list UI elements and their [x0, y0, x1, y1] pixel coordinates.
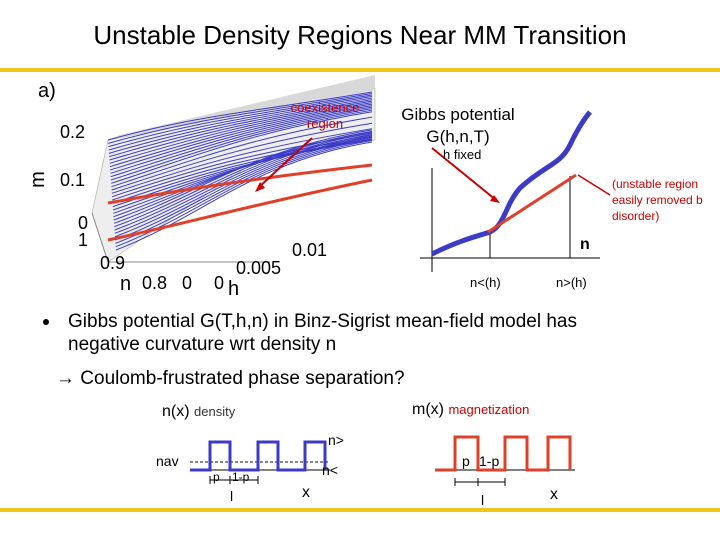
n-upper-density-label: n> — [328, 432, 344, 448]
coexistence-label-line: coexistence — [290, 100, 360, 115]
density-label-main: n(x) — [162, 403, 190, 420]
n-tick-label: 0 — [182, 273, 193, 293]
magnetization-label-sub: magnetization — [448, 402, 530, 417]
unstable-note-line: (unstable region — [612, 177, 699, 191]
m-tick-label: 0.2 — [60, 122, 86, 142]
n-axis-label: n — [120, 273, 132, 295]
x-axis-label: x — [550, 486, 558, 503]
one-minus-p-label: 1-p — [232, 470, 250, 484]
bottom-divider — [0, 508, 720, 512]
coexistence-label: coexistence region — [280, 100, 370, 132]
h-tick-label: 0 — [214, 273, 225, 293]
h-axis-label: h — [228, 278, 240, 300]
magnetization-label: m(x) magnetization — [412, 401, 529, 419]
n-tick-label: 0.9 — [100, 253, 126, 273]
panel-label: a) — [38, 80, 56, 102]
gibbs-title-line: G(h,n,T) — [426, 127, 490, 146]
unstable-note-line: easily removed b — [612, 193, 703, 207]
n-av-label: nav — [156, 453, 179, 469]
gibbs-x-axis-label: n — [580, 236, 590, 253]
n-tick-label: 0.8 — [142, 273, 168, 293]
gibbs-subtitle: h fixed — [443, 147, 482, 162]
magnetization-label-main: m(x) — [412, 401, 444, 418]
h-tick-label: 0.005 — [236, 258, 282, 278]
bullet-dot — [43, 319, 49, 325]
gibbs-plot — [420, 110, 611, 272]
unstable-note: (unstable region easily removed b disord… — [612, 176, 703, 224]
bullet-1-line: negative curvature wrt density n — [68, 334, 337, 355]
m-tick-label: 0 — [78, 213, 89, 233]
gibbs-title: Gibbs potential G(h,n,T) — [396, 104, 520, 148]
gibbs-title-line: Gibbs potential — [401, 105, 515, 124]
density-label-sub: density — [194, 404, 236, 419]
density-label: n(x) density — [162, 403, 235, 421]
h-tick-label: 0.01 — [292, 240, 328, 260]
p-label: p — [213, 470, 220, 484]
x-axis-label: x — [302, 484, 310, 501]
unstable-note-line: disorder) — [612, 209, 660, 223]
m-tick-label: 0.1 — [60, 170, 86, 190]
coexistence-label-line: region — [306, 116, 344, 131]
page-title: Unstable Density Regions Near MM Transit… — [93, 20, 627, 50]
surface-plot — [91, 75, 376, 263]
bullet-1: Gibbs potential G(T,h,n) in Binz-Sigrist… — [68, 310, 577, 356]
n-upper-label: n>(h) — [556, 275, 587, 290]
top-divider — [0, 68, 720, 72]
density-plot — [190, 440, 330, 484]
m-axis-label: m — [26, 171, 49, 188]
bullet-1-line: Gibbs potential G(T,h,n) in Binz-Sigrist… — [68, 311, 578, 332]
l-label: l — [230, 488, 234, 504]
one-minus-p-label: 1-p — [479, 453, 500, 469]
n-lower-label: n<(h) — [470, 275, 501, 290]
p-label: p — [462, 453, 470, 469]
n-tick-label: 1 — [78, 230, 89, 250]
magnetization-plot — [435, 435, 575, 486]
bullet-2: → Coulomb-frustrated phase separation? — [56, 368, 405, 389]
n-lower-density-label: n< — [322, 462, 338, 478]
l-label: l — [481, 492, 485, 508]
